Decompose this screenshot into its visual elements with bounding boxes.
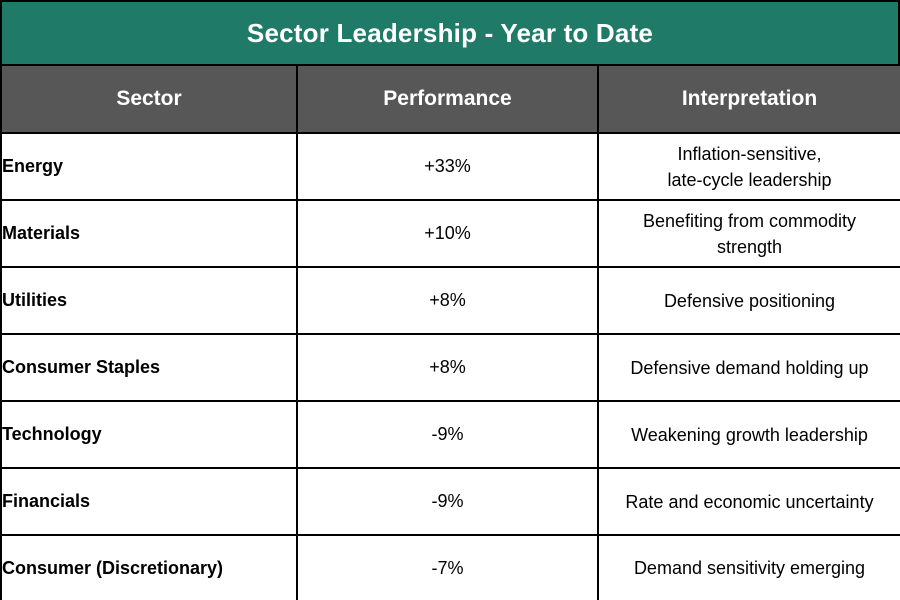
- interpretation-cell: Weakening growth leadership: [597, 400, 900, 469]
- interpretation-cell: Defensive demand holding up: [597, 333, 900, 402]
- table-row: Technology -9% Weakening growth leadersh…: [0, 400, 900, 469]
- performance-cell: +33%: [296, 132, 599, 201]
- table-row: Utilities +8% Defensive positioning: [0, 266, 900, 335]
- column-header-sector: Sector: [0, 64, 298, 134]
- table-row: Consumer (Discretionary) -7% Demand sens…: [0, 534, 900, 600]
- sector-cell: Energy: [0, 132, 298, 201]
- sector-cell: Utilities: [0, 266, 298, 335]
- sector-cell: Financials: [0, 467, 298, 536]
- header-row: Sector Performance Interpretation: [0, 64, 900, 134]
- table-body: Energy +33% Inflation-sensitive, late-cyc…: [0, 132, 900, 600]
- performance-cell: +8%: [296, 333, 599, 402]
- sector-cell: Technology: [0, 400, 298, 469]
- sector-table: Sector Performance Interpretation Energy…: [0, 64, 900, 600]
- interpretation-cell: Demand sensitivity emerging: [597, 534, 900, 600]
- interpretation-cell: Defensive positioning: [597, 266, 900, 335]
- column-header-interpretation: Interpretation: [597, 64, 900, 134]
- performance-cell: -7%: [296, 534, 599, 600]
- sector-cell: Consumer (Discretionary): [0, 534, 298, 600]
- table-header: Sector Performance Interpretation: [0, 64, 900, 134]
- table-row: Consumer Staples +8% Defensive demand ho…: [0, 333, 900, 402]
- sector-cell: Materials: [0, 199, 298, 268]
- interpretation-cell: Benefiting from commodity strength: [597, 199, 900, 268]
- interpretation-cell: Rate and economic uncertainty: [597, 467, 900, 536]
- table-row: Materials +10% Benefiting from commodity…: [0, 199, 900, 268]
- interpretation-cell: Inflation-sensitive, late-cycle leadershi…: [597, 132, 900, 201]
- table-row: Energy +33% Inflation-sensitive, late-cyc…: [0, 132, 900, 201]
- title-bar: Sector Leadership - Year to Date: [0, 0, 900, 66]
- performance-cell: -9%: [296, 400, 599, 469]
- performance-cell: +8%: [296, 266, 599, 335]
- column-header-performance: Performance: [296, 64, 599, 134]
- sector-cell: Consumer Staples: [0, 333, 298, 402]
- page-title: Sector Leadership - Year to Date: [246, 17, 654, 48]
- table-row: Financials -9% Rate and economic uncerta…: [0, 467, 900, 536]
- performance-cell: -9%: [296, 467, 599, 536]
- performance-cell: +10%: [296, 199, 599, 268]
